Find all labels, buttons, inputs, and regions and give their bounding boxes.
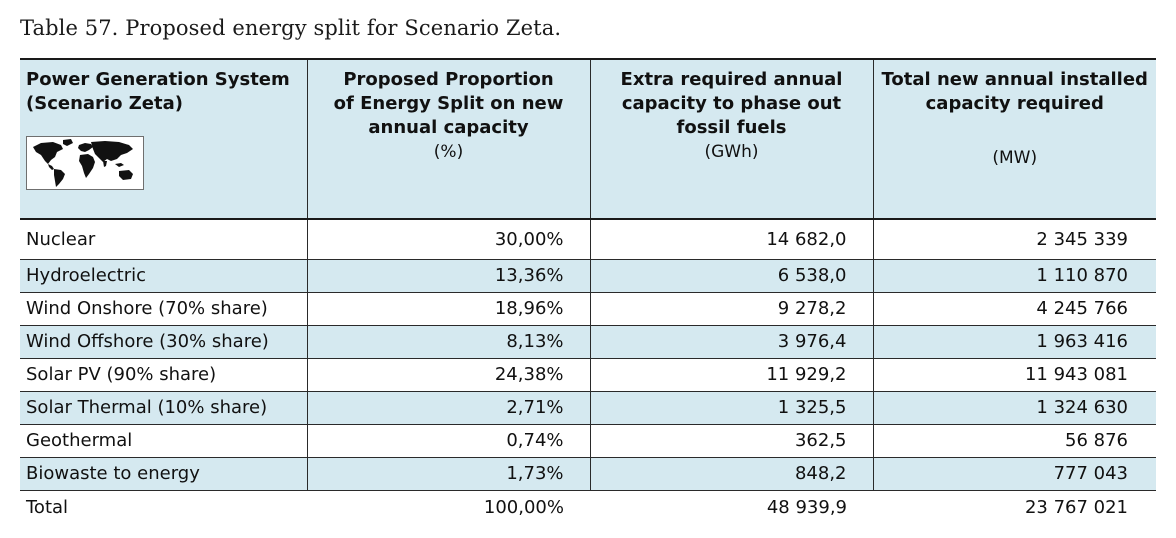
- row-name: Geothermal: [20, 424, 308, 457]
- table-row: Geothermal 0,74% 362,5 56 876: [20, 424, 1156, 457]
- header-col3-unit: (GWh): [704, 142, 759, 162]
- row-proportion: 24,38%: [306, 358, 591, 391]
- row-name: Biowaste to energy: [20, 457, 308, 490]
- row-proportion: 30,00%: [306, 219, 591, 259]
- row-extra-capacity: 6 538,0: [589, 259, 874, 292]
- row-installed-capacity: 777 043: [872, 457, 1156, 490]
- row-extra-capacity: 3 976,4: [589, 325, 874, 358]
- table-body: Nuclear 30,00% 14 682,0 2 345 339 Hydroe…: [20, 219, 1156, 524]
- table-row: Biowaste to energy 1,73% 848,2 777 043: [20, 457, 1156, 490]
- total-row: Total 100,00% 48 939,9 23 767 021: [20, 490, 1156, 524]
- row-proportion: 1,73%: [306, 457, 591, 490]
- row-extra-capacity: 1 325,5: [589, 391, 874, 424]
- header-col3-line2: capacity to phase out: [621, 93, 842, 114]
- world-map-icon: [26, 136, 144, 190]
- header-power-generation-system: Power Generation System (Scenario Zeta): [20, 59, 308, 219]
- table-caption: Table 57. Proposed energy split for Scen…: [20, 16, 562, 40]
- header-col4-unit: (MW): [992, 148, 1038, 168]
- header-proposed-proportion: Proposed Proportion of Energy Split on n…: [306, 59, 591, 219]
- table-row: Nuclear 30,00% 14 682,0 2 345 339: [20, 219, 1156, 259]
- row-extra-capacity: 14 682,0: [589, 219, 874, 259]
- table-header: Power Generation System (Scenario Zeta): [20, 59, 1156, 219]
- energy-split-table: Power Generation System (Scenario Zeta): [20, 58, 1156, 524]
- header-col2-line1: Proposed Proportion: [343, 69, 554, 90]
- row-installed-capacity: 2 345 339: [872, 219, 1156, 259]
- row-extra-capacity: 9 278,2: [589, 292, 874, 325]
- header-col3-line1: Extra required annual: [620, 69, 843, 90]
- row-name: Hydroelectric: [20, 259, 308, 292]
- header-col1-line2: (Scenario Zeta): [26, 93, 183, 114]
- row-installed-capacity: 11 943 081: [872, 358, 1156, 391]
- header-col4-line1: Total new annual installed: [881, 69, 1148, 90]
- table-row: Wind Onshore (70% share) 18,96% 9 278,2 …: [20, 292, 1156, 325]
- row-name: Wind Onshore (70% share): [20, 292, 308, 325]
- row-installed-capacity: 56 876: [872, 424, 1156, 457]
- total-extra-capacity: 48 939,9: [766, 496, 847, 518]
- header-row: Power Generation System (Scenario Zeta): [20, 59, 1156, 219]
- header-col3-line3: fossil fuels: [676, 117, 787, 138]
- row-name: Wind Offshore (30% share): [20, 325, 308, 358]
- header-total-installed-capacity: Total new annual installed capacity requ…: [872, 59, 1156, 219]
- header-extra-required-capacity: Extra required annual capacity to phase …: [589, 59, 874, 219]
- header-col4-line2: capacity required: [925, 93, 1104, 114]
- row-name: Nuclear: [20, 219, 308, 259]
- table-row: Wind Offshore (30% share) 8,13% 3 976,4 …: [20, 325, 1156, 358]
- header-col1-line1: Power Generation System: [26, 69, 290, 90]
- total-installed-capacity: 23 767 021: [1024, 496, 1128, 518]
- row-installed-capacity: 1 963 416: [872, 325, 1156, 358]
- total-proportion: 100,00%: [483, 496, 564, 518]
- row-installed-capacity: 4 245 766: [872, 292, 1156, 325]
- row-proportion: 2,71%: [306, 391, 591, 424]
- row-installed-capacity: 1 324 630: [872, 391, 1156, 424]
- row-name: Solar Thermal (10% share): [20, 391, 308, 424]
- row-proportion: 8,13%: [306, 325, 591, 358]
- row-name: Solar PV (90% share): [20, 358, 308, 391]
- row-proportion: 13,36%: [306, 259, 591, 292]
- row-extra-capacity: 848,2: [589, 457, 874, 490]
- row-installed-capacity: 1 110 870: [872, 259, 1156, 292]
- table-row: Solar PV (90% share) 24,38% 11 929,2 11 …: [20, 358, 1156, 391]
- row-extra-capacity: 362,5: [589, 424, 874, 457]
- row-extra-capacity: 11 929,2: [589, 358, 874, 391]
- table-row: Hydroelectric 13,36% 6 538,0 1 110 870: [20, 259, 1156, 292]
- header-col2-unit: (%): [433, 142, 464, 162]
- table-row: Solar Thermal (10% share) 2,71% 1 325,5 …: [20, 391, 1156, 424]
- row-proportion: 0,74%: [306, 424, 591, 457]
- total-label: Total: [26, 496, 69, 518]
- header-col2-line3: annual capacity: [368, 117, 529, 138]
- row-proportion: 18,96%: [306, 292, 591, 325]
- header-col2-line2: of Energy Split on new: [333, 93, 564, 114]
